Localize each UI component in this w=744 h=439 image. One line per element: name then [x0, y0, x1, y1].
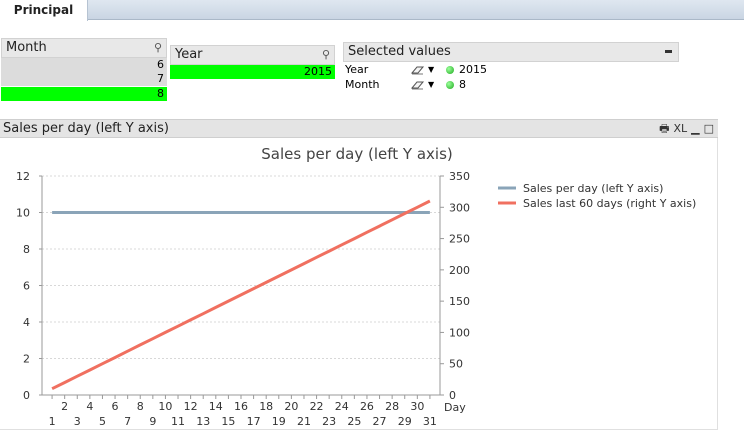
x-tick-label: 12	[184, 400, 198, 413]
right-y-tick-label: 300	[449, 201, 470, 214]
tab-principal[interactable]: Principal	[0, 0, 88, 21]
x-tick-label: 24	[335, 400, 349, 413]
series-line-sales-last-60-days	[51, 199, 431, 391]
right-y-tick-label: 200	[449, 264, 470, 277]
x-tick-label: 4	[86, 400, 93, 413]
x-tick-label: 31	[423, 415, 437, 428]
x-tick-label: 27	[373, 415, 387, 428]
x-axis-label: Day	[444, 401, 466, 414]
x-tick-label: 15	[221, 415, 235, 428]
x-tick-label: 14	[209, 400, 223, 413]
x-tick-label: 29	[398, 415, 412, 428]
left-y-tick-label: 4	[23, 316, 30, 329]
left-y-tick-label: 12	[16, 170, 30, 183]
x-tick-label: 1	[49, 415, 56, 428]
right-y-tick-label: 0	[449, 389, 456, 402]
x-tick-label: 22	[310, 400, 324, 413]
dropdown-arrow-icon[interactable]: ▼	[428, 80, 435, 89]
left-y-tick-label: 8	[23, 243, 30, 256]
status-dot-icon	[446, 66, 454, 74]
minimize-icon[interactable]: ▁	[691, 122, 700, 135]
eraser-icon[interactable]	[411, 80, 425, 90]
x-tick-label: 18	[259, 400, 273, 413]
selection-value: 8	[459, 78, 466, 91]
x-tick-label: 26	[360, 400, 374, 413]
status-dot-icon	[446, 81, 454, 89]
current-selections-caption: Selected values	[343, 42, 679, 62]
right-y-tick-label: 350	[449, 170, 470, 183]
right-y-tick-label: 250	[449, 233, 470, 246]
x-tick-label: 8	[137, 400, 144, 413]
current-selections-box: Selected values Year ▼ 2015 Month ▼ 8	[343, 42, 679, 120]
x-tick-label: 25	[347, 415, 361, 428]
minimize-icon[interactable]	[665, 50, 672, 53]
selection-value: 2015	[459, 63, 487, 76]
selection-field: Month	[345, 78, 380, 91]
dropdown-arrow-icon[interactable]: ▼	[428, 65, 435, 74]
x-tick-label: 7	[124, 415, 131, 428]
x-tick-label: 11	[171, 415, 185, 428]
year-listbox-title: Year	[175, 47, 203, 62]
right-y-tick-label: 150	[449, 295, 470, 308]
x-tick-label: 17	[247, 415, 261, 428]
left-y-tick-label: 10	[16, 207, 30, 220]
left-y-tick-label: 2	[23, 353, 30, 366]
eraser-icon[interactable]	[411, 65, 425, 75]
x-tick-label: 19	[272, 415, 286, 428]
x-tick-label: 5	[99, 415, 106, 428]
right-y-tick-label: 50	[449, 358, 463, 371]
chart-caption-bar[interactable]: Sales per day (left Y axis) 🖶 XL ▁ □	[0, 119, 718, 138]
x-tick-label: 10	[158, 400, 172, 413]
x-tick-label: 6	[112, 400, 119, 413]
x-tick-label: 3	[74, 415, 81, 428]
x-tick-label: 2	[61, 400, 68, 413]
month-listbox-caption[interactable]: Month ⚲	[1, 38, 167, 58]
maximize-icon[interactable]: □	[703, 122, 714, 135]
x-tick-label: 23	[322, 415, 336, 428]
listbox-item-month-6[interactable]: 6	[1, 58, 167, 72]
selection-field: Year	[345, 63, 369, 76]
chart-caption-title: Sales per day (left Y axis)	[3, 121, 169, 136]
legend-label: Sales last 60 days (right Y axis)	[523, 197, 696, 210]
search-icon[interactable]: ⚲	[153, 41, 162, 54]
right-y-tick-label: 100	[449, 326, 470, 339]
x-tick-label: 9	[149, 415, 156, 428]
current-selections-title: Selected values	[348, 44, 451, 59]
x-tick-label: 28	[385, 400, 399, 413]
print-icon[interactable]: 🖶	[659, 122, 670, 135]
listbox-item-month-8[interactable]: 8	[1, 87, 167, 101]
x-tick-label: 20	[284, 400, 298, 413]
chart-title: Sales per day (left Y axis)	[261, 145, 452, 163]
listbox-item-year-2015[interactable]: 2015	[170, 65, 335, 79]
x-tick-label: 30	[410, 400, 424, 413]
legend-label: Sales per day (left Y axis)	[523, 182, 663, 195]
year-listbox-caption[interactable]: Year ⚲	[170, 45, 335, 65]
x-tick-label: 21	[297, 415, 311, 428]
selection-row-month: Month ▼ 8	[345, 78, 675, 92]
chart-caption-controls: 🖶 XL ▁ □	[655, 120, 714, 137]
tab-bar: Principal	[0, 0, 744, 21]
x-tick-label: 13	[196, 415, 210, 428]
left-y-tick-label: 6	[23, 280, 30, 293]
left-y-tick-label: 0	[23, 389, 30, 402]
listbox-item-month-7[interactable]: 7	[1, 72, 167, 86]
month-listbox-title: Month	[6, 40, 47, 55]
search-icon[interactable]: ⚲	[321, 48, 330, 61]
x-tick-label: 16	[234, 400, 248, 413]
selection-row-year: Year ▼ 2015	[345, 63, 675, 77]
excel-icon[interactable]: XL	[673, 122, 688, 135]
